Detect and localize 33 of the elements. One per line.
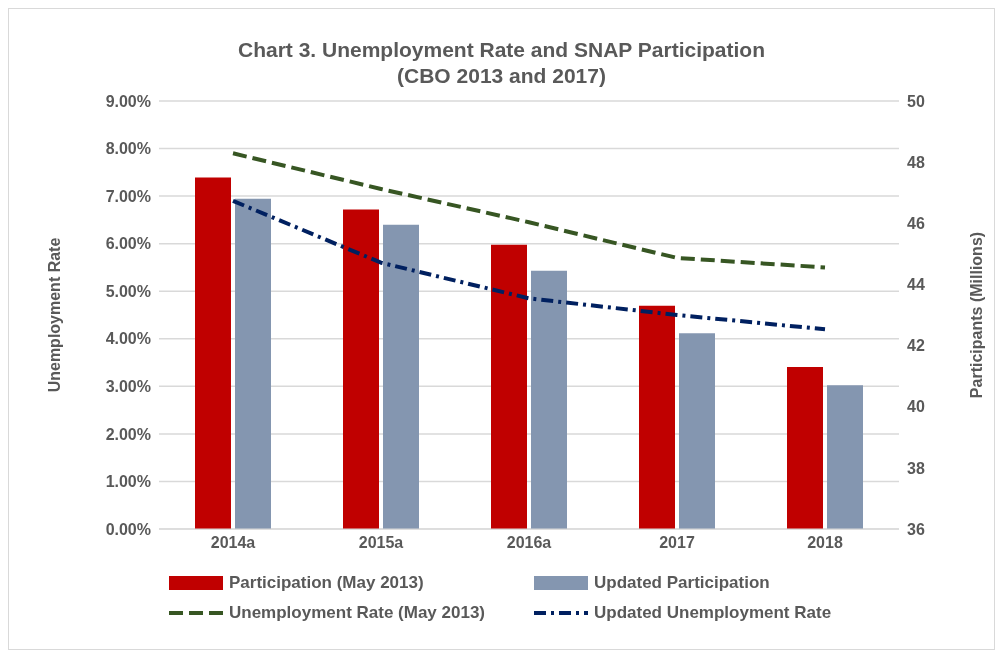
chart-subtitle: (CBO 2013 and 2017) [396, 63, 607, 89]
y-tick-label: 9.00% [105, 92, 151, 110]
chart-title: Chart 3. Unemployment Rate and SNAP Participation [236, 37, 767, 63]
x-tick-label: 2017 [659, 534, 695, 552]
y2-tick-label: 42 [907, 337, 925, 355]
legend-label: Unemployment Rate (May 2013) [229, 603, 486, 623]
y-tick-label: 1.00% [105, 473, 151, 491]
y-tick-label: 3.00% [105, 378, 151, 396]
x-tick-label: 2015a [358, 534, 404, 552]
y-tick-label: 0.00% [105, 520, 151, 538]
x-tick-label: 2014a [210, 534, 256, 552]
y2-tick-label: 44 [907, 276, 925, 294]
x-tick-label: 2016a [506, 534, 552, 552]
y-axis-title: Unemployment Rate [45, 237, 63, 393]
y-tick-label: 2.00% [105, 425, 151, 443]
y-tick-label: 4.00% [105, 330, 151, 348]
legend-label: Updated Participation [594, 573, 770, 593]
y2-axis-title: Participants (Millions) [967, 231, 985, 399]
y2-tick-label: 48 [907, 153, 925, 171]
x-tick-label: 2018 [807, 534, 843, 552]
y-tick-label: 7.00% [105, 187, 151, 205]
y2-tick-label: 50 [907, 92, 925, 110]
y2-tick-label: 38 [907, 459, 925, 477]
y2-tick-label: 36 [907, 520, 925, 538]
y-tick-label: 5.00% [105, 282, 151, 300]
y-tick-label: 6.00% [105, 235, 151, 253]
line-series [231, 151, 827, 270]
legend-label: Participation (May 2013) [229, 573, 424, 593]
y2-tick-label: 46 [907, 214, 925, 232]
y-tick-label: 8.00% [105, 140, 151, 158]
line-series [231, 198, 827, 332]
y2-tick-label: 40 [907, 398, 925, 416]
legend-label: Updated Unemployment Rate [594, 603, 832, 623]
